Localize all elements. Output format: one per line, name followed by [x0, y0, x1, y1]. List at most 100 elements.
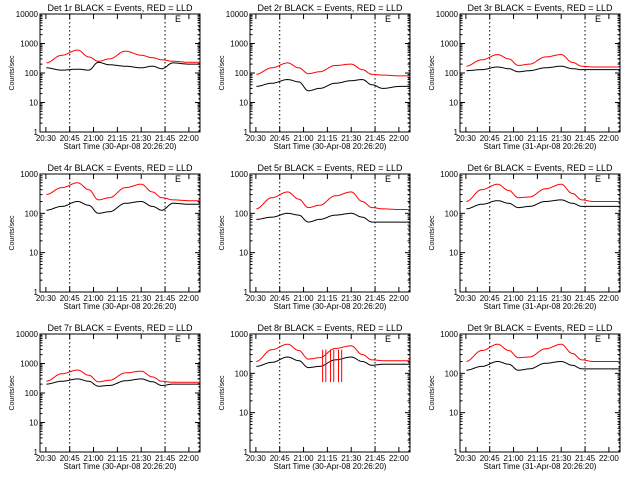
- y-tick-label: 10: [449, 409, 458, 418]
- y-tick-label: 100: [235, 369, 249, 378]
- y-tick-label: 1000: [230, 40, 248, 49]
- corner-marker-label: E: [595, 14, 601, 24]
- x-tick-label: 21:30: [131, 294, 152, 303]
- plot-frame: [39, 173, 201, 293]
- panel-title: Det 1r BLACK = Events, RED = LLD: [47, 3, 193, 13]
- y-tick-label: 10000: [16, 330, 39, 339]
- x-tick-label: 21:00: [84, 454, 105, 463]
- series-line-events: [466, 199, 620, 210]
- y-tick-label: 100: [445, 209, 459, 218]
- x-tick-label: 22:00: [599, 454, 620, 463]
- x-tick-label: 21:15: [107, 454, 128, 463]
- corner-marker-label: E: [175, 14, 181, 24]
- series-line-events: [46, 61, 200, 71]
- corner-marker-label: E: [175, 174, 181, 184]
- series-line-lld: [466, 54, 620, 68]
- x-axis-label: Start Time (30-Apr-08 20:26:20): [274, 142, 387, 151]
- x-tick-label: 21:45: [155, 294, 176, 303]
- x-tick-label: 21:00: [504, 134, 525, 143]
- x-tick-label: 20:30: [456, 454, 477, 463]
- x-tick-label: 20:30: [36, 454, 57, 463]
- detector-panel-7: Det 7r BLACK = Events, RED = LLD 1 10 100 10…: [9, 323, 201, 471]
- x-tick-label: 21:15: [527, 454, 548, 463]
- x-tick-label: 21:45: [575, 454, 596, 463]
- x-tick-label: 20:30: [456, 294, 477, 303]
- x-tick-label: 22:00: [599, 294, 620, 303]
- x-tick-label: 20:30: [246, 294, 267, 303]
- y-tick-label: 1000: [440, 170, 458, 179]
- y-tick-label: 10: [239, 249, 248, 258]
- y-tick-label: 1: [244, 448, 249, 457]
- y-tick-label: 10: [449, 99, 458, 108]
- x-tick-label: 20:45: [480, 454, 501, 463]
- y-tick-label: 10: [29, 419, 38, 428]
- y-tick-label: 100: [445, 69, 459, 78]
- x-tick-label: 21:15: [107, 294, 128, 303]
- y-tick-label: 1: [454, 448, 459, 457]
- corner-marker-label: E: [385, 174, 391, 184]
- plot-frame: [249, 333, 411, 453]
- series-line-events: [466, 65, 620, 73]
- x-axis-label: Start Time (31-Apr-08 20:26:20): [484, 142, 597, 151]
- detector-panel-8: Det 8r BLACK = Events, RED = LLD 1 10 100 10…: [219, 323, 411, 471]
- series-line-lld: [256, 191, 410, 210]
- x-tick-label: 21:45: [155, 134, 176, 143]
- y-tick-label: 100: [25, 209, 39, 218]
- series-line-events: [466, 361, 620, 371]
- y-axis-label: Counts/sec: [429, 215, 436, 251]
- plot-frame: [459, 333, 621, 453]
- y-tick-label: 100: [445, 369, 459, 378]
- corner-marker-label: E: [385, 334, 391, 344]
- y-tick-label: 10: [29, 99, 38, 108]
- x-tick-label: 21:00: [294, 294, 315, 303]
- x-tick-label: 20:45: [270, 134, 291, 143]
- x-tick-label: 21:30: [341, 454, 362, 463]
- x-axis-label: Start Time (30-Apr-08 20:26:20): [64, 142, 177, 151]
- y-axis-label: Counts/sec: [9, 55, 16, 91]
- x-tick-label: 22:00: [179, 134, 200, 143]
- detector-panel-6: Det 6r BLACK = Events, RED = LLD 1 10 100 10…: [429, 163, 621, 311]
- y-tick-label: 1: [34, 448, 39, 457]
- y-axis-label: Counts/sec: [9, 215, 16, 251]
- x-tick-label: 20:30: [36, 294, 57, 303]
- series-line-events: [256, 212, 410, 223]
- y-tick-label: 10000: [436, 10, 459, 19]
- y-tick-label: 10000: [16, 10, 39, 19]
- detector-panel-9: Det 9r BLACK = Events, RED = LLD 1 10 100 10…: [429, 323, 621, 471]
- x-tick-label: 21:00: [294, 134, 315, 143]
- x-tick-label: 21:45: [575, 134, 596, 143]
- x-axis-label: Start Time (31-Apr-08 20:26:20): [484, 302, 597, 311]
- series-line-events: [256, 356, 410, 369]
- x-tick-label: 20:30: [246, 134, 267, 143]
- x-tick-label: 21:30: [131, 134, 152, 143]
- x-tick-label: 21:15: [527, 294, 548, 303]
- y-axis-label: Counts/sec: [219, 215, 226, 251]
- series-line-lld: [46, 49, 200, 64]
- y-axis-label: Counts/sec: [429, 55, 436, 91]
- panel-title: Det 6r BLACK = Events, RED = LLD: [467, 163, 613, 173]
- x-tick-label: 21:30: [341, 294, 362, 303]
- x-tick-label: 21:45: [365, 294, 386, 303]
- detector-panel-4: Det 4r BLACK = Events, RED = LLD 1 10 100 10…: [9, 163, 201, 311]
- x-axis-label: Start Time (31-Apr-08 20:26:20): [484, 462, 597, 471]
- y-axis-label: Counts/sec: [9, 375, 16, 411]
- panel-title: Det 4r BLACK = Events, RED = LLD: [47, 163, 193, 173]
- y-tick-label: 10: [449, 249, 458, 258]
- x-tick-label: 22:00: [389, 294, 410, 303]
- x-tick-label: 21:30: [551, 454, 572, 463]
- x-tick-label: 20:30: [36, 134, 57, 143]
- y-tick-label: 1: [244, 288, 249, 297]
- x-tick-label: 22:00: [179, 294, 200, 303]
- y-tick-label: 1000: [20, 40, 38, 49]
- y-tick-label: 1: [34, 288, 39, 297]
- x-tick-label: 21:30: [131, 454, 152, 463]
- x-axis-label: Start Time (30-Apr-08 20:26:20): [64, 302, 177, 311]
- y-tick-label: 10: [29, 249, 38, 258]
- x-tick-label: 21:30: [551, 294, 572, 303]
- x-tick-label: 21:45: [365, 454, 386, 463]
- corner-marker-label: E: [595, 174, 601, 184]
- detector-panel-1: Det 1r BLACK = Events, RED = LLD 1 10 100 10…: [9, 3, 201, 151]
- x-tick-label: 22:00: [179, 454, 200, 463]
- x-axis-label: Start Time (30-Apr-08 20:26:20): [274, 462, 387, 471]
